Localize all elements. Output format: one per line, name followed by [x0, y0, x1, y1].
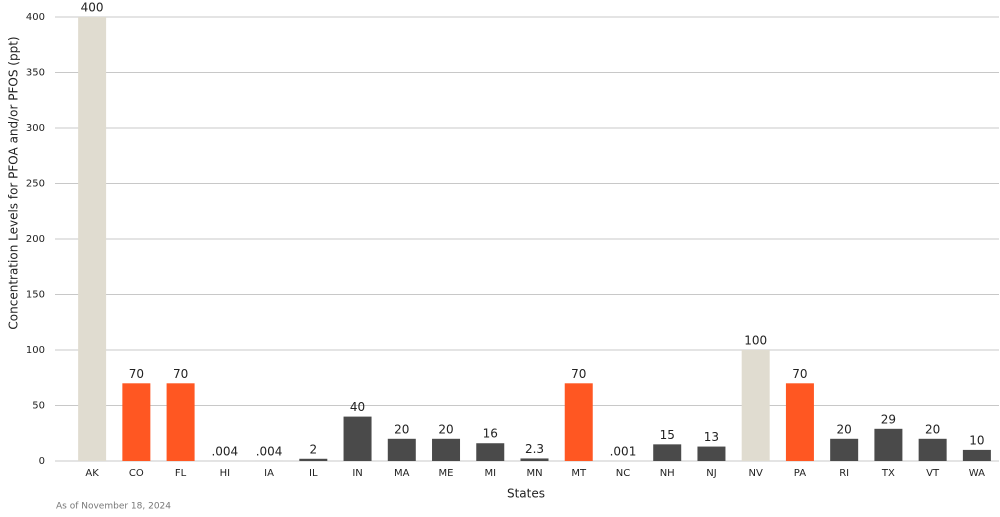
- value-label: 70: [173, 367, 188, 381]
- y-tick-label: 50: [32, 401, 45, 412]
- bar: [476, 443, 505, 461]
- x-tick-label: RI: [839, 468, 849, 479]
- bar: [874, 428, 903, 461]
- x-tick-label: IL: [309, 468, 318, 479]
- value-label: 29: [881, 412, 896, 426]
- x-tick-label: IN: [352, 468, 362, 479]
- x-tick-label: MT: [571, 468, 587, 479]
- y-tick-label: 400: [26, 12, 45, 23]
- bar: [697, 446, 726, 461]
- bar: [564, 383, 593, 461]
- value-label: 16: [483, 427, 498, 441]
- bar: [166, 383, 195, 461]
- value-label: 40: [350, 400, 365, 414]
- bar: [122, 383, 151, 461]
- x-tick-label: MI: [484, 468, 496, 479]
- value-label: 70: [571, 367, 586, 381]
- value-label: 100: [744, 334, 767, 348]
- y-tick-label: 350: [26, 68, 45, 79]
- value-label: 2.3: [525, 442, 544, 456]
- value-label: 400: [81, 1, 104, 15]
- x-tick-label: ME: [439, 468, 454, 479]
- x-tick-label: WA: [969, 468, 985, 479]
- x-tick-label: CO: [129, 468, 144, 479]
- bar: [653, 444, 682, 461]
- bar: [432, 438, 461, 461]
- x-axis-label: States: [507, 487, 545, 501]
- value-label: .004: [256, 444, 283, 458]
- y-tick-label: 100: [26, 345, 45, 356]
- y-tick-label: 0: [39, 456, 45, 467]
- x-tick-label: NC: [616, 468, 630, 479]
- value-label: 13: [704, 430, 719, 444]
- bar: [343, 416, 372, 461]
- bar: [962, 449, 991, 461]
- bar: [78, 17, 107, 461]
- x-tick-label: HI: [220, 468, 230, 479]
- x-tick-label: VT: [926, 468, 940, 479]
- value-label: 2: [309, 442, 317, 456]
- x-tick-label: PA: [794, 468, 806, 479]
- y-tick-label: 250: [26, 179, 45, 190]
- x-tick-label: TX: [881, 468, 895, 479]
- y-tick-label: 200: [26, 234, 45, 245]
- y-axis-label: Concentration Levels for PFOA and/or PFO…: [7, 36, 21, 329]
- value-label: 70: [792, 367, 807, 381]
- bar: [387, 438, 416, 461]
- value-label: 20: [394, 422, 409, 436]
- y-tick-label: 300: [26, 123, 45, 134]
- value-label: 20: [438, 422, 453, 436]
- value-label: 20: [837, 422, 852, 436]
- value-label: .004: [211, 444, 238, 458]
- bar: [785, 383, 814, 461]
- value-label: 10: [969, 433, 984, 447]
- x-tick-label: MN: [526, 468, 542, 479]
- y-tick-label: 150: [26, 290, 45, 301]
- x-tick-label: AK: [85, 468, 99, 479]
- bar: [830, 438, 859, 461]
- x-tick-label: IA: [264, 468, 274, 479]
- bar: [520, 458, 549, 461]
- value-label: 20: [925, 422, 940, 436]
- x-tick-label: NJ: [706, 468, 716, 479]
- x-tick-label: MA: [394, 468, 410, 479]
- bar: [918, 438, 947, 461]
- x-tick-label: NH: [660, 468, 675, 479]
- x-tick-label: FL: [175, 468, 187, 479]
- value-label: 70: [129, 367, 144, 381]
- value-label: .001: [610, 444, 637, 458]
- x-tick-label: NV: [749, 468, 763, 479]
- value-label: 15: [660, 428, 675, 442]
- bar: [741, 350, 770, 461]
- bar: [299, 458, 328, 461]
- footnote: As of November 18, 2024: [56, 502, 171, 512]
